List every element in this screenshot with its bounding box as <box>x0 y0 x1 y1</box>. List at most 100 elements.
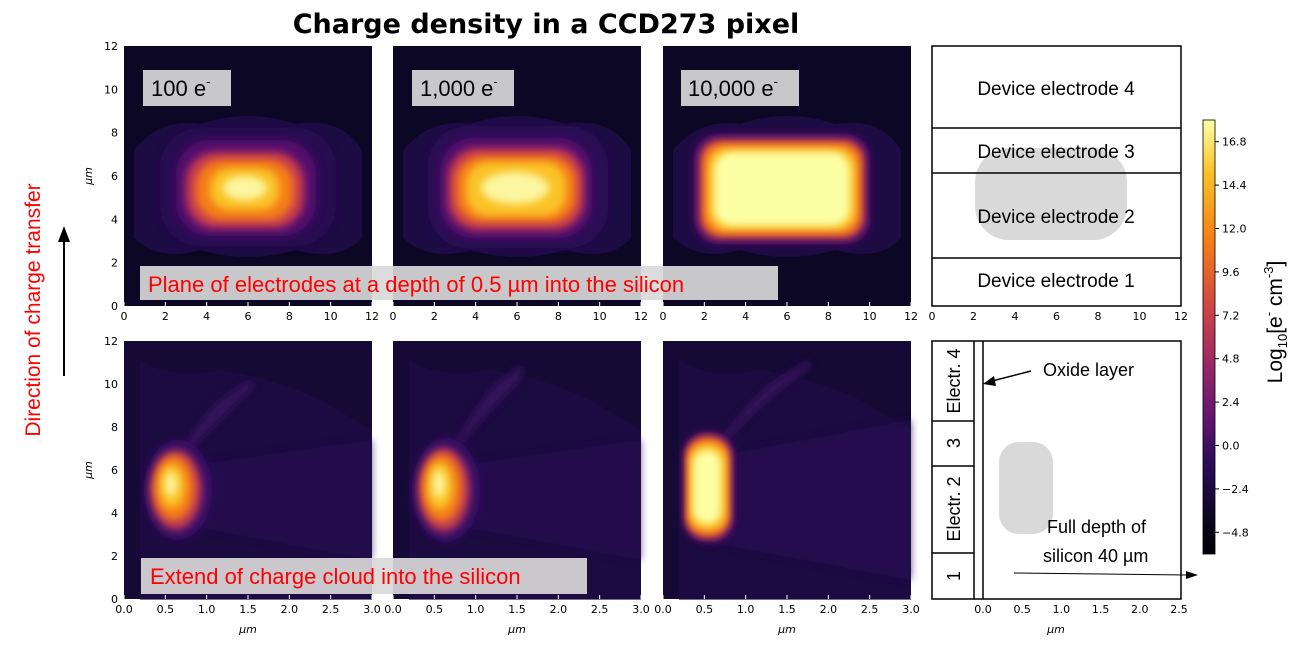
x-tick-label: 12 <box>365 310 379 323</box>
bottom-electrode-4-label: Electr. 4 <box>944 348 964 413</box>
schematic-x-tick-label: 8 <box>1095 310 1102 323</box>
depth-label-1: Full depth of <box>1047 517 1147 537</box>
x-tick-label: 2.0 <box>281 603 299 616</box>
x-tick-label: 6 <box>245 310 252 323</box>
electrode-1-label: Device electrode 1 <box>977 271 1134 292</box>
x-tick-label: 8 <box>825 310 832 323</box>
svg-text:1,000 e-: 1,000 e- <box>420 74 498 101</box>
charge-cloud-shape <box>975 148 1127 240</box>
heatmap-top-1000 <box>393 46 641 306</box>
colorbar-tick-label: 7.2 <box>1222 309 1240 322</box>
colorbar-tick-label: 4.8 <box>1222 353 1240 366</box>
x-tick-label: 6 <box>514 310 521 323</box>
x-tick-label: 8 <box>286 310 293 323</box>
oxide-layer-label: Oxide layer <box>1043 360 1134 380</box>
oxide-arrow-line <box>991 370 1032 382</box>
schematic-x-tick-label: 0 <box>929 310 936 323</box>
x-tick-label: 1.5 <box>239 603 257 616</box>
electrode-4-label: Device electrode 4 <box>977 79 1135 100</box>
bottom-axes: 0.0 0.5 1.0 1.5 2.0 2.5 3.0 0 2 4 6 8 10 12 µm µm 0.0 0.5… <box>82 335 1188 636</box>
y-tick-label: 6 <box>111 170 118 183</box>
x-tick-label: 0 <box>660 310 667 323</box>
schematic-x-tick-label: 1.0 <box>1053 603 1071 616</box>
x-tick-label: 2 <box>162 310 169 323</box>
schematic-x-tick-label: 2.0 <box>1131 603 1149 616</box>
x-tick-label: 0.5 <box>157 603 175 616</box>
bottom-electrode-1-label: 1 <box>944 571 964 581</box>
y-tick-label: 10 <box>104 83 118 96</box>
panel-label-100: 100 e- <box>143 70 231 106</box>
direction-arrow-icon <box>58 226 70 242</box>
schematic-x-tick-label: 1.5 <box>1092 603 1110 616</box>
schematic-x-tick-label: 4 <box>1012 310 1019 323</box>
bottom-row-heatmaps <box>124 341 911 600</box>
charge-cloud-depth-shape <box>999 442 1053 534</box>
top-axes: 0 2 4 6 8 10 12 0 2 4 6 8 10 12 µm 0 2 4 6 8 10 12 0 2 4 6 8 10 12 0 2… <box>82 40 1188 323</box>
electrode-schematic-top: Device electrode 4 Device electrode 3 De… <box>931 45 1182 307</box>
y-tick-label: 8 <box>111 421 118 434</box>
x-tick-label: 10 <box>863 310 877 323</box>
depth-label-2: silicon 40 µm <box>1043 546 1148 566</box>
colorbar-tick-label: 16.8 <box>1222 136 1247 149</box>
svg-text:10,000 e-: 10,000 e- <box>688 74 778 101</box>
svg-text:100 e-: 100 e- <box>151 74 210 101</box>
x-tick-label: 12 <box>634 310 648 323</box>
x-tick-label: 0 <box>121 310 128 323</box>
y-tick-label: 12 <box>104 40 118 53</box>
x-tick-label: 3.0 <box>363 603 381 616</box>
colorbar: 16.8 14.4 12.0 9.6 7.2 4.8 2.4 0.0 −2.4 −4.8 <box>1202 119 1249 555</box>
electrode-2-label: Device electrode 2 <box>977 207 1134 228</box>
colorbar-tick-label: 0.0 <box>1222 440 1240 453</box>
x-tick-label: 4 <box>472 310 479 323</box>
y-tick-label: 4 <box>111 507 118 520</box>
x-tick-label: 1.0 <box>198 603 216 616</box>
x-tick-label: 1.0 <box>737 603 755 616</box>
heatmap-bottom-1000 <box>393 341 641 600</box>
x-tick-label: 0.5 <box>696 603 714 616</box>
x-axis-label: µm <box>507 623 526 636</box>
electrode-3-label: Device electrode 3 <box>977 142 1134 163</box>
heatmap-bottom-100 <box>124 341 372 600</box>
schematic-x-tick-label: 6 <box>1053 310 1060 323</box>
x-tick-label: 2.5 <box>322 603 340 616</box>
colorbar-tick-label: −4.8 <box>1222 526 1249 539</box>
panel-label-1000: 1,000 e- <box>412 70 514 106</box>
y-tick-label: 0 <box>111 300 118 313</box>
y-tick-label: 6 <box>111 464 118 477</box>
x-tick-label: 4 <box>203 310 210 323</box>
bottom-electrode-2-label: Electr. 2 <box>944 476 964 541</box>
x-tick-label: 0 <box>390 310 397 323</box>
x-axis-label: µm <box>777 623 796 636</box>
schematic-x-axis-label: µm <box>1046 623 1065 636</box>
top-caption-box <box>140 266 778 300</box>
y-tick-label: 4 <box>111 213 118 226</box>
x-tick-label: 0.5 <box>426 603 444 616</box>
x-tick-label: 10 <box>324 310 338 323</box>
y-axis-label: µm <box>82 167 95 186</box>
direction-label: Direction of charge transfer <box>22 183 45 436</box>
x-tick-label: 0.0 <box>115 603 133 616</box>
schematic-x-tick-label: 10 <box>1133 310 1147 323</box>
colorbar-gradient <box>1202 119 1216 555</box>
depth-arrow-icon <box>1186 571 1198 579</box>
panel-label-10000: 10,000 e- <box>681 70 799 106</box>
colorbar-tick-label: 14.4 <box>1222 179 1247 192</box>
y-tick-label: 2 <box>111 257 118 270</box>
x-tick-label: 2.5 <box>591 603 609 616</box>
schematic-x-tick-label: 0.0 <box>974 603 992 616</box>
x-tick-label: 4 <box>742 310 749 323</box>
x-tick-label: 2 <box>701 310 708 323</box>
y-axis-label: µm <box>82 461 95 480</box>
x-tick-label: 0.0 <box>654 603 672 616</box>
depth-arrow-line <box>1013 572 1189 576</box>
x-tick-label: 1.5 <box>778 603 796 616</box>
x-tick-label: 1.5 <box>508 603 526 616</box>
x-axis-label: µm <box>238 623 257 636</box>
colorbar-tick-label: 12.0 <box>1222 223 1247 236</box>
bottom-caption-box <box>141 558 587 594</box>
bottom-electrode-3-label: 3 <box>944 438 964 448</box>
y-tick-label: 12 <box>104 335 118 348</box>
y-tick-label: 0 <box>111 593 118 606</box>
x-tick-label: 10 <box>593 310 607 323</box>
